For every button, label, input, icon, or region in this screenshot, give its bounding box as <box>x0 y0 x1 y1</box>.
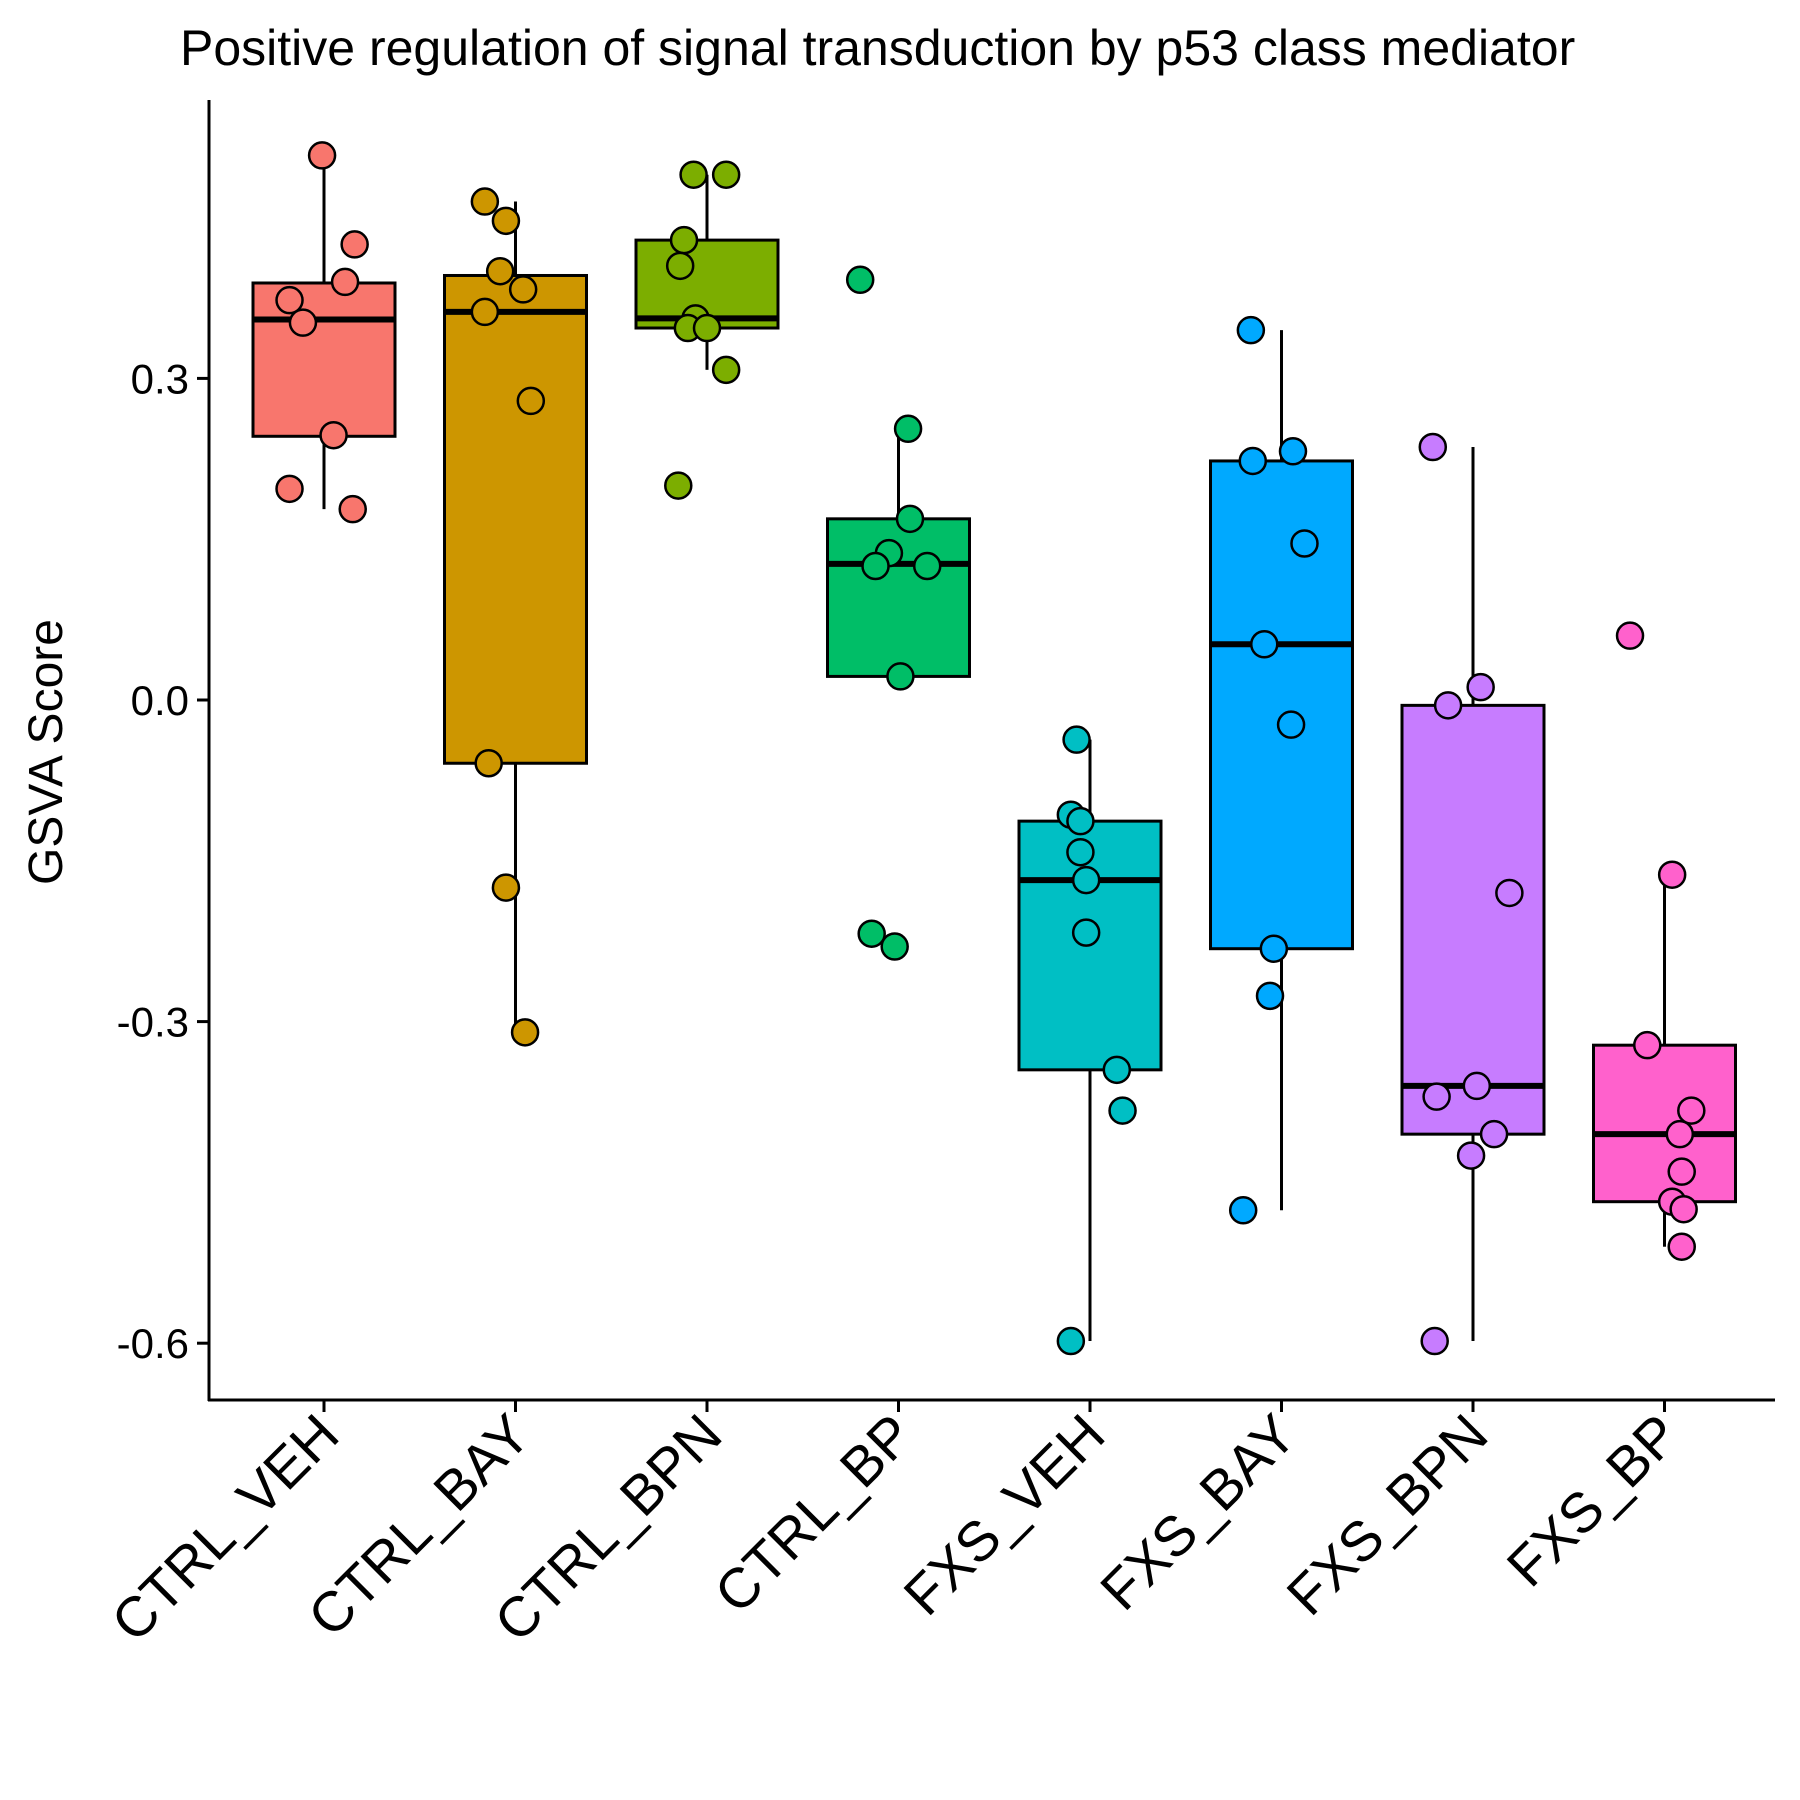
data-point <box>1462 1071 1492 1101</box>
data-point <box>485 256 515 286</box>
data-point <box>510 1018 540 1047</box>
data-point <box>1657 860 1687 889</box>
data-point <box>1236 315 1266 345</box>
data-point <box>1071 918 1101 947</box>
box-fxs-bpn <box>1400 703 1546 1136</box>
data-point <box>1259 934 1289 963</box>
data-point <box>912 551 942 581</box>
data-point <box>880 932 909 961</box>
data-point <box>1276 710 1306 739</box>
data-point <box>275 474 304 504</box>
data-point <box>1228 1196 1258 1225</box>
data-point <box>1062 725 1091 754</box>
data-point <box>1108 1096 1137 1125</box>
data-point <box>664 471 693 500</box>
x-tick-label: FXS_BPN <box>1274 1402 1499 1627</box>
y-tick-label: -0.6 <box>117 1320 189 1367</box>
data-point <box>1066 806 1095 836</box>
data-point <box>516 386 546 416</box>
data-point <box>692 313 722 343</box>
data-point <box>330 267 360 297</box>
data-point <box>669 225 699 255</box>
data-point <box>1615 621 1645 650</box>
data-point <box>474 748 503 778</box>
data-point <box>1422 1082 1451 1111</box>
data-point <box>857 919 886 948</box>
box-ctrl-bay <box>443 273 588 765</box>
data-point <box>895 504 925 534</box>
x-tick-label: FXS_BAY <box>1088 1402 1308 1622</box>
data-point <box>1102 1055 1132 1085</box>
data-point <box>275 285 304 315</box>
x-tick-label: FXS_BP <box>1495 1402 1691 1598</box>
data-point <box>491 206 521 236</box>
box-ctrl-veh <box>251 281 397 438</box>
data-point <box>711 160 741 189</box>
data-point <box>1667 1157 1696 1186</box>
data-point <box>1290 529 1319 558</box>
data-point <box>845 265 875 295</box>
data-point <box>307 141 337 170</box>
y-axis-title: GSVA Score <box>20 619 73 885</box>
data-point <box>1456 1141 1486 1170</box>
chart-title: Positive regulation of signal transducti… <box>180 20 1575 76</box>
data-point <box>470 297 500 327</box>
data-point <box>886 662 915 691</box>
data-point <box>1433 691 1463 720</box>
data-point <box>1633 1030 1662 1060</box>
data-point <box>1466 672 1495 702</box>
data-point <box>1677 1096 1706 1125</box>
data-point <box>288 308 318 337</box>
data-point <box>679 160 708 189</box>
data-point <box>861 551 890 581</box>
data-point <box>470 187 500 216</box>
y-tick-label: 0.3 <box>131 355 189 402</box>
plot-area: 0.30.0-0.3-0.6CTRL_VEHCTRL_BAYCTRL_BPNCT… <box>99 100 1775 1653</box>
data-point <box>1071 865 1101 895</box>
data-point <box>1056 1326 1086 1356</box>
data-point <box>508 275 538 304</box>
data-point <box>1420 1326 1449 1356</box>
data-point <box>1238 446 1268 476</box>
data-point <box>1669 1194 1698 1224</box>
x-tick-label: CTRL_BP <box>702 1402 925 1625</box>
data-point <box>711 355 741 385</box>
box-fxs-bp <box>1592 1043 1737 1204</box>
box-fxs-bay <box>1209 459 1354 951</box>
data-point <box>665 251 695 281</box>
data-point <box>893 414 923 444</box>
data-point <box>1665 1119 1695 1149</box>
y-tick-label: -0.3 <box>117 999 189 1046</box>
data-point <box>1667 1232 1696 1261</box>
data-point <box>1479 1119 1509 1149</box>
box-ctrl-bp <box>826 517 971 678</box>
data-point <box>1495 878 1524 908</box>
data-point <box>340 230 369 259</box>
y-tick-label: 0.0 <box>131 677 189 724</box>
data-point <box>1250 630 1279 659</box>
data-point <box>1278 437 1308 466</box>
data-point <box>1255 981 1285 1011</box>
data-point <box>491 873 521 902</box>
x-tick-label: FXS_VEH <box>891 1402 1116 1627</box>
data-point <box>319 420 348 450</box>
data-point <box>1066 837 1095 867</box>
data-point <box>1418 432 1448 462</box>
data-point <box>338 494 367 524</box>
